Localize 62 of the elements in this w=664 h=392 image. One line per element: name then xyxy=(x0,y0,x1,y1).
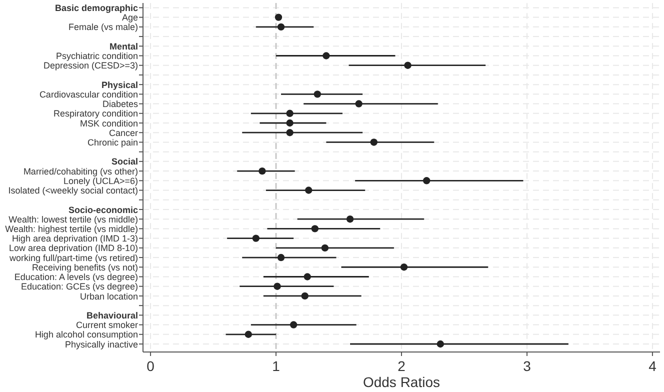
point xyxy=(422,177,430,184)
y-tick-label: Socio-economic xyxy=(68,204,138,215)
y-tick-label: Behavioural xyxy=(86,310,138,320)
y-tick-label: Receiving benefits (vs not) xyxy=(32,262,138,272)
y-tick-label: Isolated (<weekly social contact) xyxy=(8,186,138,196)
y-tick-label: working full/part-time (vs retired) xyxy=(8,252,138,263)
point xyxy=(277,23,285,31)
y-tick-label: Wealth: highest tertile (vs middle) xyxy=(5,224,138,234)
point xyxy=(286,129,294,136)
y-tick-label: Education: GCEs (vs degree) xyxy=(20,282,138,292)
y-tick-label: Physical xyxy=(101,80,138,90)
point xyxy=(404,62,412,69)
point xyxy=(370,138,378,146)
y-tick-label: Wealth: lowest tertile (vs middle) xyxy=(8,214,138,224)
point xyxy=(244,330,252,338)
y-tick-label: Respiratory condition xyxy=(53,108,138,119)
y-tick-label: Married/cohabiting (vs other) xyxy=(23,166,138,176)
point xyxy=(355,100,362,108)
point xyxy=(286,119,294,127)
y-tick-label: Age xyxy=(122,12,138,23)
point xyxy=(311,225,319,232)
y-tick-label: Cancer xyxy=(108,128,138,138)
y-tick-label: Chronic pain xyxy=(87,138,138,148)
y-tick-label: Low area deprivation (IMD 8-10) xyxy=(8,243,138,254)
y-tick-label: Cardiovascular condition xyxy=(39,89,138,100)
point xyxy=(290,321,298,328)
y-tick-label: Depression (CESD>=3) xyxy=(43,60,138,71)
y-tick-label: Physically inactive xyxy=(64,339,138,350)
y-tick-label: Lonely (UCLA>=6) xyxy=(63,176,138,186)
point xyxy=(252,234,260,242)
point xyxy=(321,244,329,252)
point xyxy=(346,215,354,223)
y-tick-label: Current smoker xyxy=(76,320,138,330)
x-tick-label: 1 xyxy=(272,358,280,374)
y-tick-label: High alcohol consumption xyxy=(34,330,138,340)
point xyxy=(304,273,311,280)
point xyxy=(436,340,444,348)
y-tick-label: MSK condition xyxy=(80,118,138,128)
point xyxy=(277,254,285,262)
point xyxy=(274,282,281,290)
x-tick-label: 2 xyxy=(398,358,406,374)
point xyxy=(400,264,408,271)
point xyxy=(314,90,322,98)
point xyxy=(322,52,330,60)
x-tick-label: 0 xyxy=(146,358,155,374)
point xyxy=(258,167,266,175)
x-tick-label: 3 xyxy=(523,358,532,374)
point xyxy=(305,186,312,194)
y-tick-label: Urban location xyxy=(80,291,138,302)
point xyxy=(286,110,294,117)
point xyxy=(301,292,308,300)
y-tick-label: Diabetes xyxy=(102,99,138,110)
y-tick-label: Basic demographic xyxy=(54,3,138,13)
y-tick-label: Female (vs male) xyxy=(68,22,138,32)
y-tick-label: Psychiatric condition xyxy=(56,51,138,62)
y-tick-label: Social xyxy=(111,156,138,167)
y-tick-label: Education: A levels (vs degree) xyxy=(14,272,138,282)
y-tick-label: Mental xyxy=(109,41,138,52)
y-tick-label: High area deprivation (IMD 1-3) xyxy=(12,234,138,244)
x-tick-label: 4 xyxy=(648,358,657,374)
point xyxy=(274,14,282,21)
x-axis-title: Odds Ratios xyxy=(362,374,440,390)
